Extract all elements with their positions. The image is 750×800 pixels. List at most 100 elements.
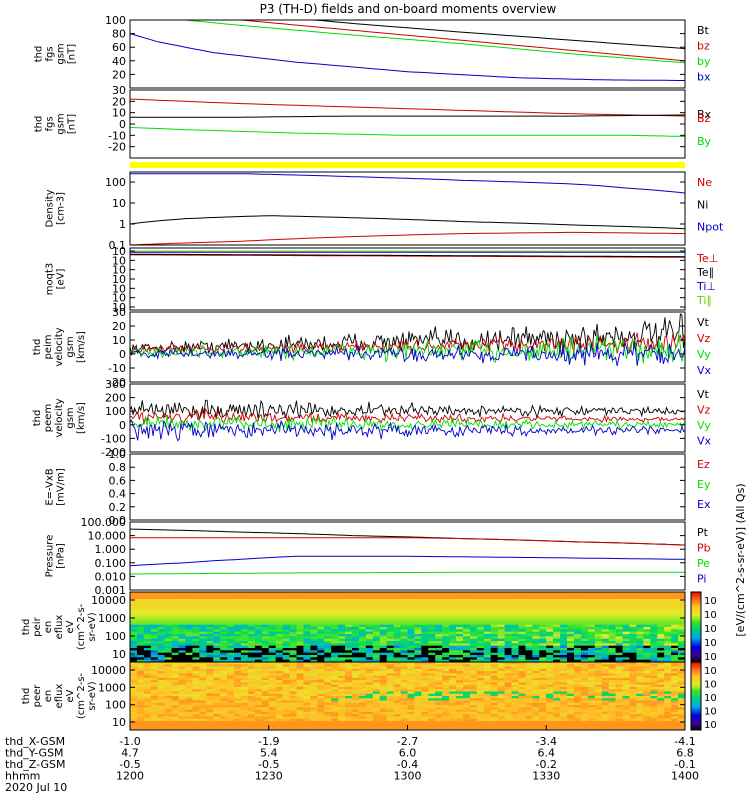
heatmap-cell bbox=[532, 711, 540, 715]
heatmap-cell bbox=[483, 610, 492, 614]
heatmap-cell bbox=[275, 723, 284, 727]
heatmap-cell bbox=[254, 659, 263, 662]
heatmap-cell bbox=[296, 594, 305, 598]
heatmap-cell bbox=[234, 657, 242, 661]
heatmap-cell bbox=[629, 666, 638, 670]
heatmap-cell bbox=[206, 650, 214, 654]
heatmap-cell bbox=[310, 634, 318, 637]
heatmap-cell bbox=[511, 594, 520, 598]
heatmap-cell bbox=[664, 718, 672, 722]
heatmap-cell bbox=[483, 662, 492, 665]
heatmap-cell bbox=[560, 634, 568, 637]
heatmap-cell bbox=[643, 696, 651, 699]
heatmap-cell bbox=[435, 673, 443, 677]
heatmap-cell bbox=[136, 698, 145, 702]
heatmap-cell bbox=[407, 636, 416, 640]
heatmap-cell bbox=[268, 723, 277, 727]
heatmap-cell bbox=[553, 727, 561, 730]
heatmap-cell bbox=[449, 657, 457, 661]
heatmap-cell bbox=[671, 624, 679, 628]
heatmap-cell bbox=[456, 698, 464, 702]
heatmap-cell bbox=[463, 643, 471, 647]
heatmap-cell bbox=[289, 691, 298, 695]
heatmap-cell bbox=[372, 668, 381, 672]
heatmap-cell bbox=[587, 675, 596, 679]
heatmap-cell bbox=[518, 655, 527, 658]
heatmap-cell bbox=[324, 638, 332, 642]
heatmap-cell bbox=[560, 596, 568, 600]
heatmap-cell bbox=[303, 631, 311, 635]
heatmap-cell bbox=[608, 599, 617, 602]
heatmap-cell bbox=[331, 599, 339, 602]
heatmap-cell bbox=[365, 711, 374, 715]
heatmap-cell bbox=[587, 613, 596, 616]
heatmap-cell bbox=[615, 677, 624, 681]
heatmap-cell bbox=[254, 680, 263, 683]
heatmap-cell bbox=[643, 705, 651, 708]
heatmap-cell bbox=[490, 592, 499, 595]
heatmap-cell bbox=[282, 705, 291, 708]
heatmap-cell bbox=[393, 629, 402, 633]
heatmap-cell bbox=[476, 689, 485, 693]
heatmap-cell bbox=[220, 689, 228, 693]
heatmap-cell bbox=[220, 634, 228, 637]
heatmap-cell bbox=[282, 629, 291, 633]
heatmap-cell bbox=[504, 655, 513, 658]
heatmap-cell bbox=[136, 689, 145, 693]
heatmap-cell bbox=[164, 718, 173, 722]
heatmap-cell bbox=[310, 620, 318, 623]
heatmap-cell bbox=[553, 596, 561, 600]
heatmap-cell bbox=[532, 596, 540, 600]
heatmap-cell bbox=[476, 610, 485, 614]
heatmap-cell bbox=[456, 675, 464, 679]
heatmap-cell bbox=[469, 723, 478, 727]
heatmap-cell bbox=[580, 714, 589, 717]
heatmap-cell bbox=[234, 673, 242, 677]
heatmap-cell bbox=[421, 673, 429, 677]
heatmap-cell bbox=[525, 666, 533, 670]
heatmap-cell bbox=[407, 659, 416, 662]
heatmap-cell bbox=[150, 664, 159, 668]
heatmap-cell bbox=[469, 627, 478, 630]
heatmap-cell bbox=[580, 700, 589, 704]
heatmap-cell bbox=[345, 711, 353, 715]
heatmap-cell bbox=[289, 631, 298, 635]
heatmap-cell bbox=[428, 599, 436, 602]
heatmap-cell bbox=[497, 617, 506, 621]
heatmap-cell bbox=[317, 645, 325, 649]
heatmap-cell bbox=[393, 662, 402, 665]
heatmap-cell bbox=[407, 606, 416, 609]
y-axis-label: [eV] bbox=[56, 269, 67, 290]
heatmap-cell bbox=[449, 615, 457, 619]
heatmap-cell bbox=[150, 700, 159, 704]
heatmap-cell bbox=[130, 664, 138, 668]
series-Pb bbox=[130, 537, 685, 546]
heatmap-cell bbox=[567, 643, 575, 647]
heatmap-cell bbox=[428, 718, 436, 722]
heatmap-cell bbox=[331, 648, 339, 651]
heatmap-cell bbox=[338, 691, 346, 695]
heatmap-cell bbox=[622, 671, 631, 674]
heatmap-cell bbox=[636, 622, 644, 626]
heatmap-cell bbox=[518, 682, 527, 686]
legend-Ti∥: Ti∥ bbox=[696, 294, 712, 307]
heatmap-cell bbox=[164, 698, 173, 702]
heatmap-cell bbox=[254, 629, 263, 633]
heatmap-cell bbox=[227, 634, 235, 637]
heatmap-cell bbox=[456, 606, 464, 609]
heatmap-cell bbox=[539, 675, 547, 679]
heatmap-cell bbox=[358, 636, 367, 640]
heatmap-cell bbox=[664, 662, 672, 665]
heatmap-cell bbox=[594, 624, 603, 628]
heatmap-cell bbox=[241, 671, 249, 674]
heatmap-cell bbox=[379, 655, 388, 658]
y-tick-label: 0.4 bbox=[109, 488, 127, 501]
heatmap-cell bbox=[247, 716, 256, 720]
heatmap-cell bbox=[185, 718, 194, 722]
heatmap-cell bbox=[497, 659, 506, 662]
heatmap-cell bbox=[650, 675, 658, 679]
heatmap-cell bbox=[220, 645, 228, 649]
heatmap-cell bbox=[358, 627, 367, 630]
heatmap-cell bbox=[504, 594, 513, 598]
heatmap-cell bbox=[185, 606, 194, 609]
